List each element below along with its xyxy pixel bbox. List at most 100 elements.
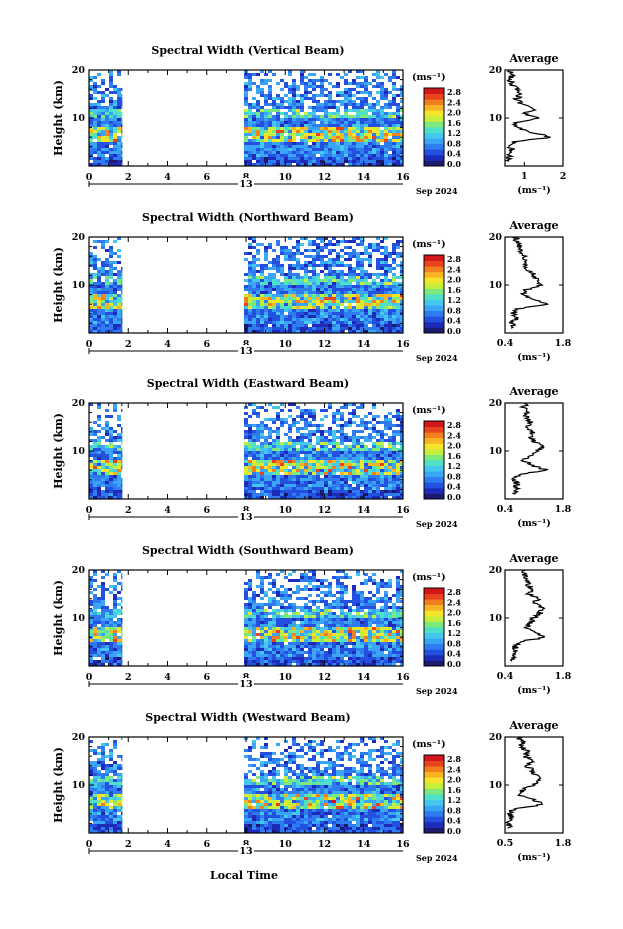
heatmap-cell [105,321,109,324]
heatmap-cell [105,630,109,633]
heatmap-cell [304,97,308,100]
heatmap-cell [101,318,105,321]
heatmap-cell [89,112,93,115]
heatmap-cell [328,330,332,333]
heatmap-cell [101,97,105,100]
heatmap-cell [348,309,352,312]
heatmap-cell [121,112,123,115]
heatmap-cell [368,484,372,487]
heatmap-cell [396,163,400,166]
heatmap-cell [276,466,280,469]
heatmap-cell [356,82,360,85]
heatmap-cell [248,624,252,627]
heatmap-cell [268,636,272,639]
heatmap-cell [304,457,308,460]
heatmap-cell [248,439,252,442]
heatmap-cell [348,609,352,612]
heatmap-cell [288,130,292,133]
heatmap-cell [117,115,121,118]
heatmap-cell [109,496,113,499]
heatmap-cell [280,642,284,645]
heatmap-cell [113,409,117,412]
heatmap-cell [380,160,384,163]
heatmap-cell [264,148,268,151]
heatmap-cell [304,642,308,645]
heatmap-cell [109,136,113,139]
heatmap-cell [304,660,308,663]
heatmap-cell [280,157,284,160]
heatmap-cell [280,103,284,106]
heatmap-cell [93,639,97,642]
heatmap-cell [328,288,332,291]
heatmap-cell [244,606,248,609]
heatmap-cell [101,460,105,463]
heatmap-cell [308,606,312,609]
heatmap-cell [308,270,312,273]
heatmap-cell [312,321,316,324]
heatmap-cell [244,76,248,79]
heatmap-cell [292,139,296,142]
heatmap-cell [348,297,352,300]
heatmap-cell [324,454,328,457]
heatmap-cell [89,615,93,618]
heatmap-cell [324,279,328,282]
heatmap-cell [284,633,288,636]
heatmap-cell [121,154,123,157]
heatmap-cell [264,112,268,115]
heatmap-cell [340,484,344,487]
heatmap-cell [360,330,364,333]
heatmap-cell [348,606,352,609]
heatmap-cell [304,285,308,288]
heatmap-cell [89,130,93,133]
heatmap-cell [248,603,252,606]
heatmap-cell [292,439,296,442]
heatmap-cell [117,466,121,469]
heatmap-cell [244,627,248,630]
heatmap-cell [392,100,396,103]
heatmap-cell [396,321,400,324]
heatmap-cell [284,249,288,252]
heatmap-cell [244,85,248,88]
heatmap-cell [121,124,123,127]
heatmap-cell [97,460,101,463]
heatmap-cell [356,109,360,112]
heatmap-cell [336,109,340,112]
heatmap-cell [105,448,109,451]
heatmap-cell [296,639,300,642]
heatmap-cell [300,300,304,303]
heatmap-cell [97,603,101,606]
heatmap-cell [296,264,300,267]
heatmap-cell [117,651,121,654]
heatmap-cell [332,603,336,606]
heatmap-cell [276,315,280,318]
heatmap-cell [264,282,268,285]
heatmap-cell [268,148,272,151]
heatmap-cell [324,285,328,288]
heatmap-cell [117,636,121,639]
heatmap-cell [380,240,384,243]
heatmap-cell [256,469,260,472]
heatmap-cells [89,70,403,166]
heatmap-cell [260,648,264,651]
heatmap-cell [268,94,272,97]
heatmap-cell [280,421,284,424]
heatmap-cell [308,306,312,309]
heatmap-cell [300,163,304,166]
heatmap-cell [336,321,340,324]
heatmap-cell [380,246,384,249]
heatmap-cell [280,294,284,297]
average-x-tick-label: 1.8 [555,338,572,349]
heatmap-cell [388,424,392,427]
heatmap-cell [400,130,403,133]
heatmap-cell [352,412,356,415]
heatmap-cell [364,109,368,112]
heatmap-cell [288,327,292,330]
heatmap-cell [268,588,272,591]
heatmap-cell [392,103,396,106]
heatmap-cell [276,660,280,663]
heatmap-cell [296,460,300,463]
heatmap-cell [316,291,320,294]
heatmap-cell [288,469,292,472]
heatmap-cell [121,651,123,654]
heatmap-cell [256,415,260,418]
